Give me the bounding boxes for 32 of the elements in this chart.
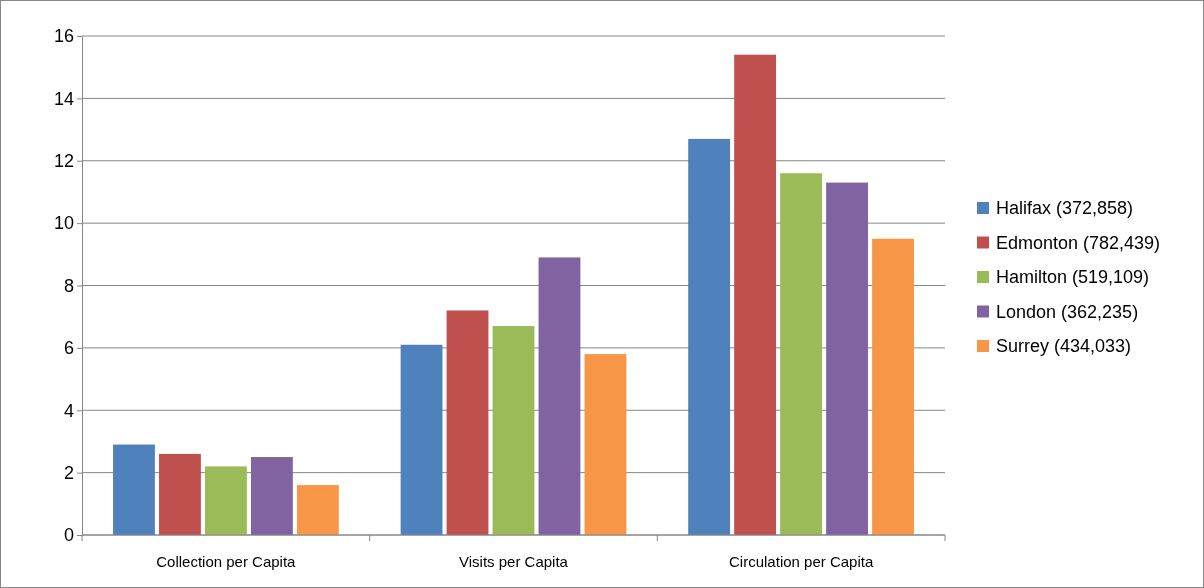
bar [584, 354, 627, 535]
bar [492, 326, 535, 535]
bar [159, 453, 201, 535]
x-tick-label: Collection per Capita [156, 553, 297, 570]
x-tick-label: Circulation per Capita [729, 553, 874, 570]
y-tick-label: 14 [53, 88, 74, 109]
bar [734, 54, 777, 535]
legend-label: Surrey (434,033) [996, 336, 1132, 356]
y-tick-label: 6 [63, 338, 74, 359]
y-tick-label: 2 [63, 462, 74, 483]
legend-label: London (362,235) [996, 301, 1139, 322]
legend-label: Halifax (372,858) [996, 198, 1134, 218]
y-tick-label: 4 [63, 400, 74, 421]
y-tick-label: 16 [53, 26, 74, 47]
bar [113, 444, 155, 535]
bar [780, 173, 822, 535]
x-tick-label: Visits per Capita [459, 553, 569, 570]
bar [446, 310, 489, 535]
bar [688, 138, 731, 535]
bar [205, 466, 247, 535]
y-tick-label: 8 [63, 275, 74, 296]
bar [400, 344, 443, 535]
y-tick-label: 0 [63, 525, 74, 546]
bar [296, 485, 339, 535]
y-tick-label: 12 [53, 151, 74, 172]
legend-label: Hamilton (519,109) [996, 267, 1150, 287]
bar [872, 238, 914, 535]
bar [826, 182, 868, 535]
bar [250, 457, 293, 535]
y-tick-label: 10 [53, 213, 74, 234]
bar [538, 257, 581, 535]
legend-label: Edmonton (782,439) [996, 232, 1161, 253]
